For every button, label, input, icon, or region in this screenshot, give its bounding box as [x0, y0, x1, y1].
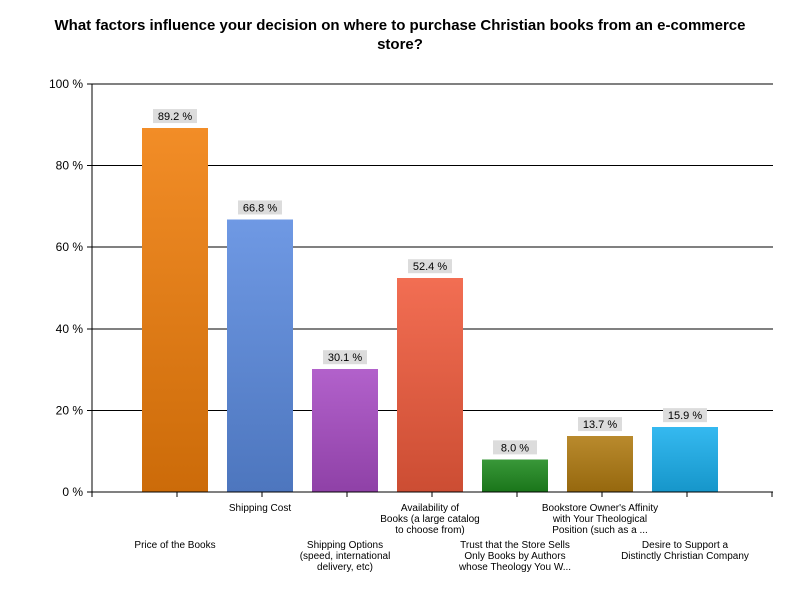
value-label: 52.4 %: [413, 261, 447, 273]
y-tick-label: 60 %: [56, 240, 84, 254]
value-label: 30.1 %: [328, 352, 362, 364]
axes: [87, 83, 773, 497]
value-label: 89.2 %: [158, 111, 192, 123]
bar: [652, 427, 718, 492]
y-tick-label: 80 %: [56, 159, 84, 173]
category-label: Trust that the Store Sells Only Books by …: [458, 540, 571, 573]
bars: [142, 128, 718, 492]
value-label-box: [578, 417, 622, 432]
category-label: Bookstore Owner's Affinity with Your Theo…: [542, 503, 658, 536]
category-label-line: to choose from): [395, 525, 464, 536]
value-label-box: [408, 259, 452, 274]
value-label-box: [663, 408, 707, 423]
bar: [142, 128, 208, 492]
bar: [397, 278, 463, 492]
y-tick-label: 100 %: [49, 77, 83, 91]
bar: [227, 219, 293, 492]
y-tick-label: 40 %: [56, 322, 84, 336]
category-label: Availability of Books (a large catalog to …: [380, 503, 480, 536]
category-label-line: Trust that the Store Sells: [460, 540, 570, 551]
category-label-line: with Your Theological: [552, 514, 647, 525]
value-label: 15.9 %: [668, 410, 702, 422]
category-label-line: Shipping Cost: [229, 503, 291, 514]
category-label: Shipping Cost: [229, 503, 291, 514]
category-label: Desire to Support a Distinctly Christian …: [621, 540, 749, 562]
category-label-line: Bookstore Owner's Affinity: [542, 503, 658, 514]
category-label-line: Desire to Support a: [642, 540, 729, 551]
value-label: 8.0 %: [501, 442, 529, 454]
chart-title: What factors influence your decision on …: [54, 17, 746, 53]
category-label-line: Price of the Books: [134, 540, 215, 551]
bar: [482, 459, 548, 492]
labels: 0 % 20 % 40 % 60 % 80 % 100 % 89.2 % 66.8 % 30.1…: [49, 77, 749, 573]
value-label: 13.7 %: [583, 419, 617, 431]
category-label-line: Availability of: [401, 503, 459, 514]
category-label: Shipping Options (speed, international del…: [300, 540, 391, 573]
value-label-box: [493, 440, 537, 455]
category-label-line: Position (such as a ...: [552, 525, 648, 536]
category-label-line: Distinctly Christian Company: [621, 551, 749, 562]
value-label-box: [238, 200, 282, 215]
y-tick-label: 20 %: [56, 403, 84, 417]
category-label-line: delivery, etc): [317, 562, 373, 573]
category-label-line: Only Books by Authors: [464, 551, 565, 562]
category-label: Price of the Books: [134, 540, 215, 551]
value-label-box: [153, 109, 197, 124]
bar: [312, 369, 378, 492]
category-label-line: (speed, international: [300, 551, 391, 562]
category-label-line: Shipping Options: [307, 540, 383, 551]
value-label: 66.8 %: [243, 202, 277, 214]
category-label-line: whose Theology You W...: [458, 562, 571, 573]
bar: [567, 436, 633, 492]
y-tick-label: 0 %: [62, 485, 83, 499]
value-label-box: [323, 350, 367, 365]
category-label-line: Books (a large catalog: [380, 514, 480, 525]
